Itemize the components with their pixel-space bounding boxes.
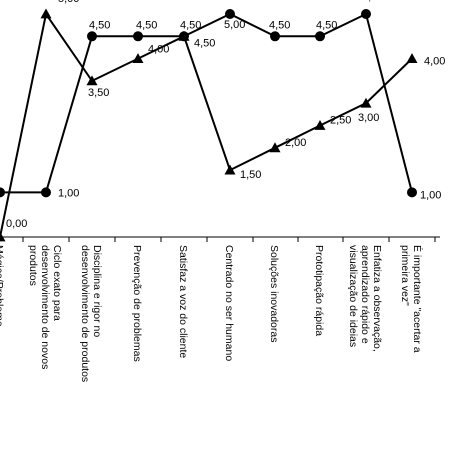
data-label: 4,50	[194, 37, 215, 49]
data-label: 1,00	[420, 189, 441, 201]
data-label: 4,50	[316, 19, 337, 31]
point-triangle	[224, 164, 236, 175]
series-markers	[0, 8, 418, 242]
series-lines	[0, 11, 413, 238]
point-circle	[0, 187, 5, 198]
point-circle	[407, 187, 417, 198]
data-label: 5,00	[362, 0, 383, 3]
point-triangle	[269, 142, 281, 153]
category-label: É importante "acertar aprimeira vez"	[399, 245, 424, 353]
data-label: 2,00	[285, 137, 306, 149]
point-circle	[133, 31, 143, 42]
series-line-triangle	[0, 11, 413, 238]
category-label: Mágica/Problema	[0, 245, 5, 327]
point-circle	[87, 31, 97, 42]
point-triangle	[86, 75, 98, 86]
point-triangle	[314, 120, 326, 130]
category-label: Ciclo exato paradesenvolvimento de novos…	[27, 245, 63, 369]
data-label: 5,00	[58, 0, 79, 5]
point-triangle	[40, 8, 52, 19]
data-labels: 1,00 4,50 4,50 4,50 5,00 4,50 4,50 5,00 1,00 0,00…	[6, 0, 445, 230]
category-label: Prototipação rápida	[313, 245, 325, 336]
point-triangle	[178, 30, 190, 41]
point-circle	[41, 187, 51, 198]
category-label: Satisfaz a voz do cliente	[177, 245, 189, 358]
data-label: 2,50	[330, 115, 351, 127]
data-label: 0,00	[6, 218, 27, 230]
category-label: Soluções inovadoras	[268, 245, 280, 342]
category-label: Enfatiza a observação,aprendizado rápido…	[347, 245, 383, 352]
data-label: 4,00	[424, 56, 445, 68]
data-label: 4,50	[269, 19, 290, 31]
data-label: 1,00	[58, 187, 79, 199]
data-label: 4,50	[89, 19, 110, 31]
series-line-circle	[0, 12, 413, 194]
data-label: 3,00	[358, 112, 379, 124]
point-triangle	[132, 53, 144, 63]
point-circle	[315, 31, 325, 42]
data-label: 4,50	[180, 19, 201, 31]
point-triangle	[0, 231, 6, 242]
category-label: Prevenção de problemas	[131, 245, 143, 362]
category-label: Centrado no ser humano	[223, 245, 235, 361]
point-circle	[225, 9, 235, 19]
point-circle	[270, 31, 280, 42]
category-label: Disciplina e rigor nodesenvolvimento de …	[79, 245, 103, 382]
x-axis-ticks	[22, 237, 436, 242]
data-label: 4,50	[136, 19, 157, 31]
data-label: 3,50	[88, 87, 109, 99]
data-label: 5,00	[224, 19, 245, 31]
category-labels: Mágica/Problema Ciclo exato paradesenvolv…	[0, 245, 424, 382]
data-label: 1,50	[240, 169, 261, 181]
point-triangle	[406, 53, 418, 63]
data-label: 4,00	[148, 44, 169, 56]
point-triangle	[360, 97, 372, 108]
point-circle	[361, 9, 371, 19]
